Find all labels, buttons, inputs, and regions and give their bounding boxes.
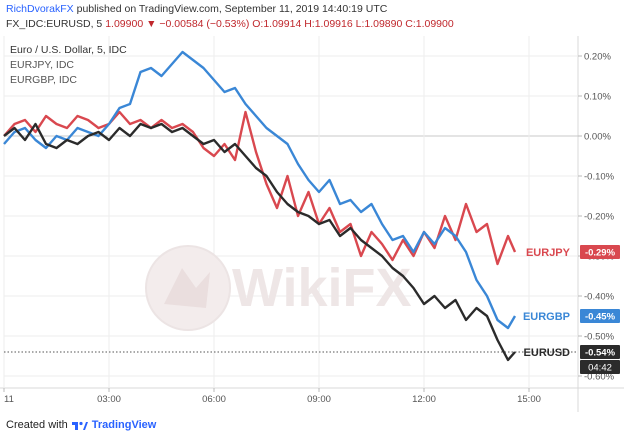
badge-eurgbp [580,309,620,323]
author-link[interactable]: RichDvorakFX [6,3,74,15]
y-tick-label: -0.40% [584,292,615,303]
legend: Euro / U.S. Dollar, 5, IDC EURJPY, IDC E… [10,44,127,86]
countdown-badge [580,360,620,374]
countdown-label: 04:42 [588,363,612,374]
series-line-eurusd [3,122,516,362]
plot-area[interactable] [0,36,578,388]
badge-value-eurgbp: -0.45% [585,312,616,323]
price-chart[interactable]: WikiFX Euro / U.S. Dollar, 5, IDC EURJPY… [0,36,624,412]
price-change: −0.00584 (−0.53%) [159,18,250,30]
tradingview-link[interactable]: TradingView [91,419,157,431]
series-name-eurusd: EURUSD [524,347,571,359]
tradingview-logo-icon [71,421,88,430]
price-badges: -0.54% -0.29% -0.45% 04:42 [580,245,620,374]
y-tick-label: -0.20% [584,212,615,223]
watermark-eagle-icon [164,268,210,308]
y-tick-label: -0.60% [584,372,615,383]
y-tick-label: 0.10% [584,92,611,103]
badge-eurjpy [580,245,620,259]
x-tick-label: 12:00 [412,394,436,405]
badge-eurusd [580,345,620,359]
series-lines [3,50,517,362]
low-value: L:1.09890 [355,18,403,30]
watermark: WikiFX [145,245,412,331]
series-line-eurjpy [3,110,517,266]
y-axis[interactable]: 0.20%0.10%0.00%-0.10%-0.20%-0.30%-0.40%-… [578,52,615,383]
legend-eurjpy[interactable]: EURJPY, IDC [10,59,74,71]
series-name-labels: EURUSD EURJPY EURGBP [523,247,571,359]
high-value: H:1.09916 [304,18,353,30]
footer: Created with TradingView [6,419,156,431]
x-tick-label: 15:00 [517,394,541,405]
series-line-eurgbp [3,50,517,330]
x-tick-label: 11 [4,394,14,405]
y-tick-label: -0.50% [584,332,615,343]
y-tick-label: 0.20% [584,52,611,63]
open-value: O:1.09914 [252,18,302,30]
last-price: 1.09900 [105,18,144,30]
y-tick-label: 0.00% [584,132,611,143]
badge-value-eurusd: -0.54% [585,348,616,359]
created-with-label: Created with [6,419,68,431]
badge-value-eurjpy: -0.29% [585,248,616,259]
publish-header: RichDvorakFX published on TradingView.co… [6,3,387,15]
legend-eurusd[interactable]: Euro / U.S. Dollar, 5, IDC [10,44,127,56]
ohlc-bar: FX_IDC:EURUSD, 5 1.09900 ▼ −0.00584 (−0.… [6,18,454,30]
grid [0,36,624,412]
series-name-eurgbp: EURGBP [523,311,570,323]
close-value: C:1.09900 [405,18,454,30]
y-tick-label: -0.10% [584,172,615,183]
x-tick-label: 06:00 [202,394,226,405]
symbol-label: FX_IDC:EURUSD, 5 [6,18,103,30]
publish-info: published on TradingView.com, September … [76,3,388,15]
watermark-text: WikiFX [232,258,412,318]
series-name-eurjpy: EURJPY [526,247,571,259]
x-axis[interactable]: 11 03:00 06:00 09:00 12:00 15:00 [3,388,541,405]
legend-eurgbp[interactable]: EURGBP, IDC [10,74,77,86]
x-tick-label: 09:00 [307,394,331,405]
x-tick-label: 03:00 [97,394,121,405]
down-arrow-icon: ▼ [146,18,157,30]
